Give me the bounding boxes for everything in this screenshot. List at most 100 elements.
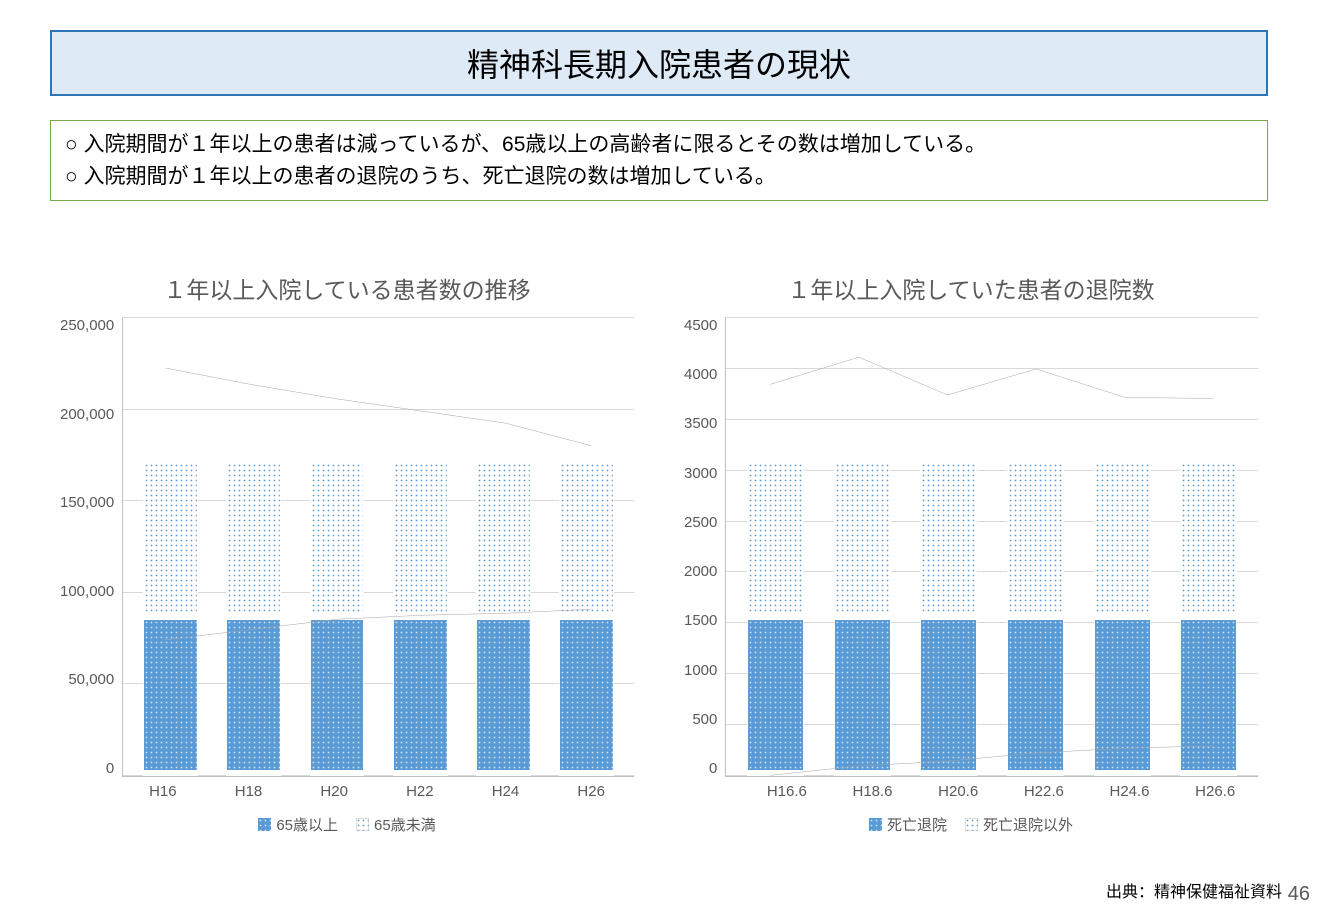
xtick-label: H26 <box>548 783 634 800</box>
stacked-bar <box>747 462 804 776</box>
ytick-label: 2500 <box>684 514 717 531</box>
legend-item-upper: 死亡退院以外 <box>965 814 1073 835</box>
bar-segment-lower <box>1007 619 1064 776</box>
source-citation: 出典：精神保健福祉資料 <box>1106 878 1282 902</box>
page-title-box: 精神科長期入院患者の現状 <box>50 30 1268 96</box>
bar-segment-lower <box>476 619 531 776</box>
bar-group <box>732 317 819 776</box>
bar-group <box>295 317 378 776</box>
xtick-label: H22 <box>377 783 463 800</box>
xtick-label: H20.6 <box>915 783 1001 800</box>
stacked-bar <box>143 462 198 776</box>
bar-group <box>1165 317 1252 776</box>
bar-segment-lower <box>226 619 281 776</box>
legend-label-lower: 死亡退院 <box>887 814 947 835</box>
stacked-bar <box>226 462 281 776</box>
stacked-bar <box>834 462 891 776</box>
chart-right-legend: 死亡退院 死亡退院以外 <box>684 814 1258 835</box>
chart-left-xlabels: H16H18H20H22H24H26 <box>60 783 634 800</box>
bar-segment-upper <box>310 462 365 619</box>
bar-segment-lower <box>834 619 891 776</box>
xtick-label: H26.6 <box>1172 783 1258 800</box>
chart-right: １年以上入院していた患者の退院数 45004000350030002500200… <box>684 271 1258 835</box>
ytick-label: 4000 <box>684 366 717 383</box>
xtick-label: H24 <box>463 783 549 800</box>
bar-segment-lower <box>1180 619 1237 776</box>
legend-item-lower: 死亡退院 <box>869 814 947 835</box>
legend-label-upper: 65歳未満 <box>374 814 436 835</box>
chart-left-title: １年以上入院している患者数の推移 <box>60 271 634 305</box>
stacked-bar <box>476 462 531 776</box>
ytick-label: 500 <box>692 711 717 728</box>
bar-group <box>819 317 906 776</box>
stacked-bar <box>393 462 448 776</box>
bar-segment-lower <box>1094 619 1151 776</box>
ytick-label: 100,000 <box>60 583 114 600</box>
legend-swatch-upper <box>965 818 978 831</box>
ytick-label: 0 <box>709 760 717 777</box>
chart-right-plot <box>725 317 1258 777</box>
bar-segment-upper <box>834 462 891 619</box>
page-title: 精神科長期入院患者の現状 <box>52 40 1266 86</box>
bar-segment-upper <box>1007 462 1064 619</box>
ytick-label: 3000 <box>684 465 717 482</box>
bar-segment-lower <box>920 619 977 776</box>
chart-left: １年以上入院している患者数の推移 250,000200,000150,00010… <box>60 271 634 835</box>
bar-segment-upper <box>920 462 977 619</box>
bar-segment-upper <box>393 462 448 619</box>
xtick-label: H16.6 <box>744 783 830 800</box>
xtick-label: H18 <box>206 783 292 800</box>
ytick-label: 0 <box>106 760 114 777</box>
bar-segment-lower <box>393 619 448 776</box>
xtick-label: H16 <box>120 783 206 800</box>
xtick-label: H20 <box>291 783 377 800</box>
chart-right-title: １年以上入院していた患者の退院数 <box>684 271 1258 305</box>
stacked-bar <box>1007 462 1064 776</box>
bar-segment-lower <box>310 619 365 776</box>
legend-label-upper: 死亡退院以外 <box>983 814 1073 835</box>
bar-group <box>1079 317 1166 776</box>
bar-group <box>129 317 212 776</box>
stacked-bar <box>1094 462 1151 776</box>
bar-segment-upper <box>476 462 531 619</box>
chart-right-xlabels: H16.6H18.6H20.6H22.6H24.6H26.6 <box>684 783 1258 800</box>
stacked-bar <box>1180 462 1237 776</box>
stacked-bar <box>559 462 614 776</box>
bar-segment-upper <box>1094 462 1151 619</box>
chart-left-plot <box>122 317 634 777</box>
bar-segment-upper <box>143 462 198 619</box>
ytick-label: 1000 <box>684 662 717 679</box>
bar-segment-upper <box>1180 462 1237 619</box>
charts-row: １年以上入院している患者数の推移 250,000200,000150,00010… <box>50 271 1268 835</box>
bar-segment-lower <box>559 619 614 776</box>
bar-segment-upper <box>747 462 804 619</box>
bar-group <box>212 317 295 776</box>
xtick-label: H18.6 <box>830 783 916 800</box>
legend-swatch-upper <box>356 818 369 831</box>
ytick-label: 1500 <box>684 612 717 629</box>
legend-item-upper: 65歳未満 <box>356 814 436 835</box>
legend-swatch-lower <box>869 818 882 831</box>
page-number: 46 <box>1288 883 1310 906</box>
legend-swatch-lower <box>258 818 271 831</box>
xtick-label: H24.6 <box>1087 783 1173 800</box>
chart-left-yaxis: 250,000200,000150,000100,00050,0000 <box>60 317 122 777</box>
bar-group <box>379 317 462 776</box>
ytick-label: 150,000 <box>60 494 114 511</box>
chart-left-bars <box>123 317 634 776</box>
chart-right-area: 450040003500300025002000150010005000 <box>684 317 1258 777</box>
legend-item-lower: 65歳以上 <box>258 814 338 835</box>
bar-group <box>462 317 545 776</box>
chart-right-yaxis: 450040003500300025002000150010005000 <box>684 317 725 777</box>
bar-segment-lower <box>143 619 198 776</box>
legend-label-lower: 65歳以上 <box>276 814 338 835</box>
chart-left-area: 250,000200,000150,000100,00050,0000 <box>60 317 634 777</box>
ytick-label: 2000 <box>684 563 717 580</box>
bar-segment-upper <box>226 462 281 619</box>
summary-box: ○ 入院期間が１年以上の患者は減っているが、65歳以上の高齢者に限るとその数は増… <box>50 120 1268 201</box>
bullet-1: ○ 入院期間が１年以上の患者は減っているが、65歳以上の高齢者に限るとその数は増… <box>65 129 1253 161</box>
ytick-label: 50,000 <box>68 671 114 688</box>
stacked-bar <box>920 462 977 776</box>
ytick-label: 4500 <box>684 317 717 334</box>
ytick-label: 200,000 <box>60 406 114 423</box>
